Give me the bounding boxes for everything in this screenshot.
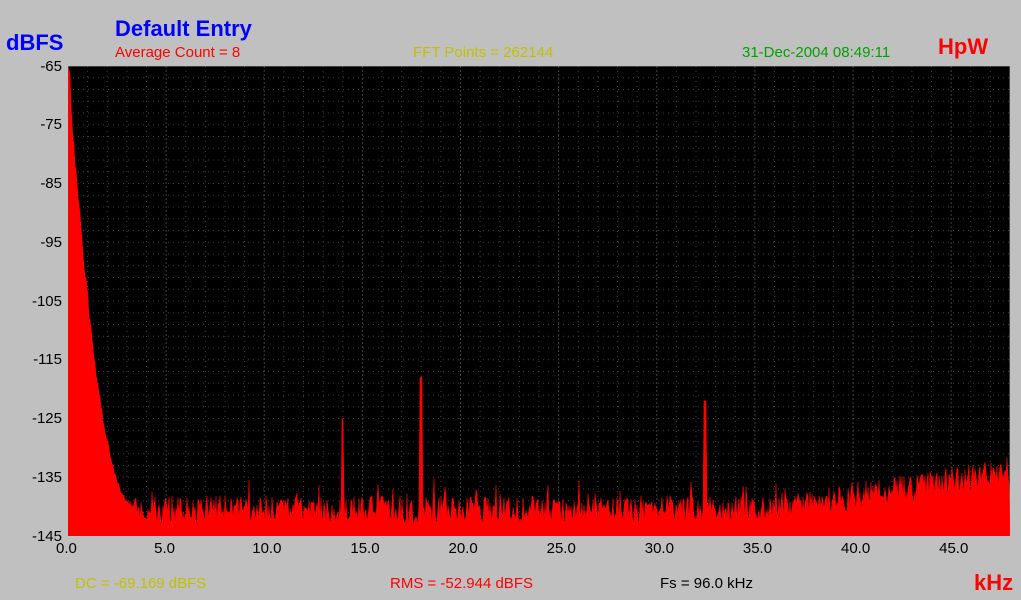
x-tick-label: 10.0 [252, 540, 281, 557]
y-tick-label: -115 [33, 351, 62, 368]
x-tick-label: 40.0 [841, 540, 870, 557]
x-tick-label: 0.0 [56, 540, 77, 557]
chart-title: Default Entry [115, 16, 252, 42]
average-count-text: Average Count = 8 [115, 44, 240, 61]
y-tick-label: -135 [32, 469, 62, 486]
brand-label: HpW [938, 34, 988, 60]
x-tick-label: 30.0 [645, 540, 674, 557]
x-tick-label: 15.0 [350, 540, 379, 557]
x-tick-label: 45.0 [939, 540, 968, 557]
x-axis-unit-label: kHz [974, 570, 1013, 596]
y-tick-label: -105 [32, 293, 62, 310]
x-tick-label: 25.0 [547, 540, 576, 557]
y-tick-label: -85 [40, 175, 62, 192]
x-tick-label: 35.0 [743, 540, 772, 557]
rms-value-text: RMS = -52.944 dBFS [390, 575, 533, 592]
plot-area [68, 66, 1010, 536]
y-tick-label: -95 [40, 234, 62, 251]
y-tick-label: -65 [40, 58, 62, 75]
y-tick-label: -75 [40, 116, 62, 133]
sample-rate-text: Fs = 96.0 kHz [660, 575, 753, 592]
plot-svg [68, 66, 1010, 536]
x-tick-label: 20.0 [449, 540, 478, 557]
timestamp-text: 31-Dec-2004 08:49:11 [742, 44, 890, 61]
dc-value-text: DC = -69.169 dBFS [75, 575, 206, 592]
x-tick-label: 5.0 [154, 540, 175, 557]
y-axis-unit-label: dBFS [6, 30, 63, 56]
y-tick-label: -125 [32, 410, 62, 427]
fft-points-text: FFT Points = 262144 [413, 44, 553, 61]
spectrum-window: dBFS Default Entry Average Count = 8 FFT… [0, 0, 1021, 600]
